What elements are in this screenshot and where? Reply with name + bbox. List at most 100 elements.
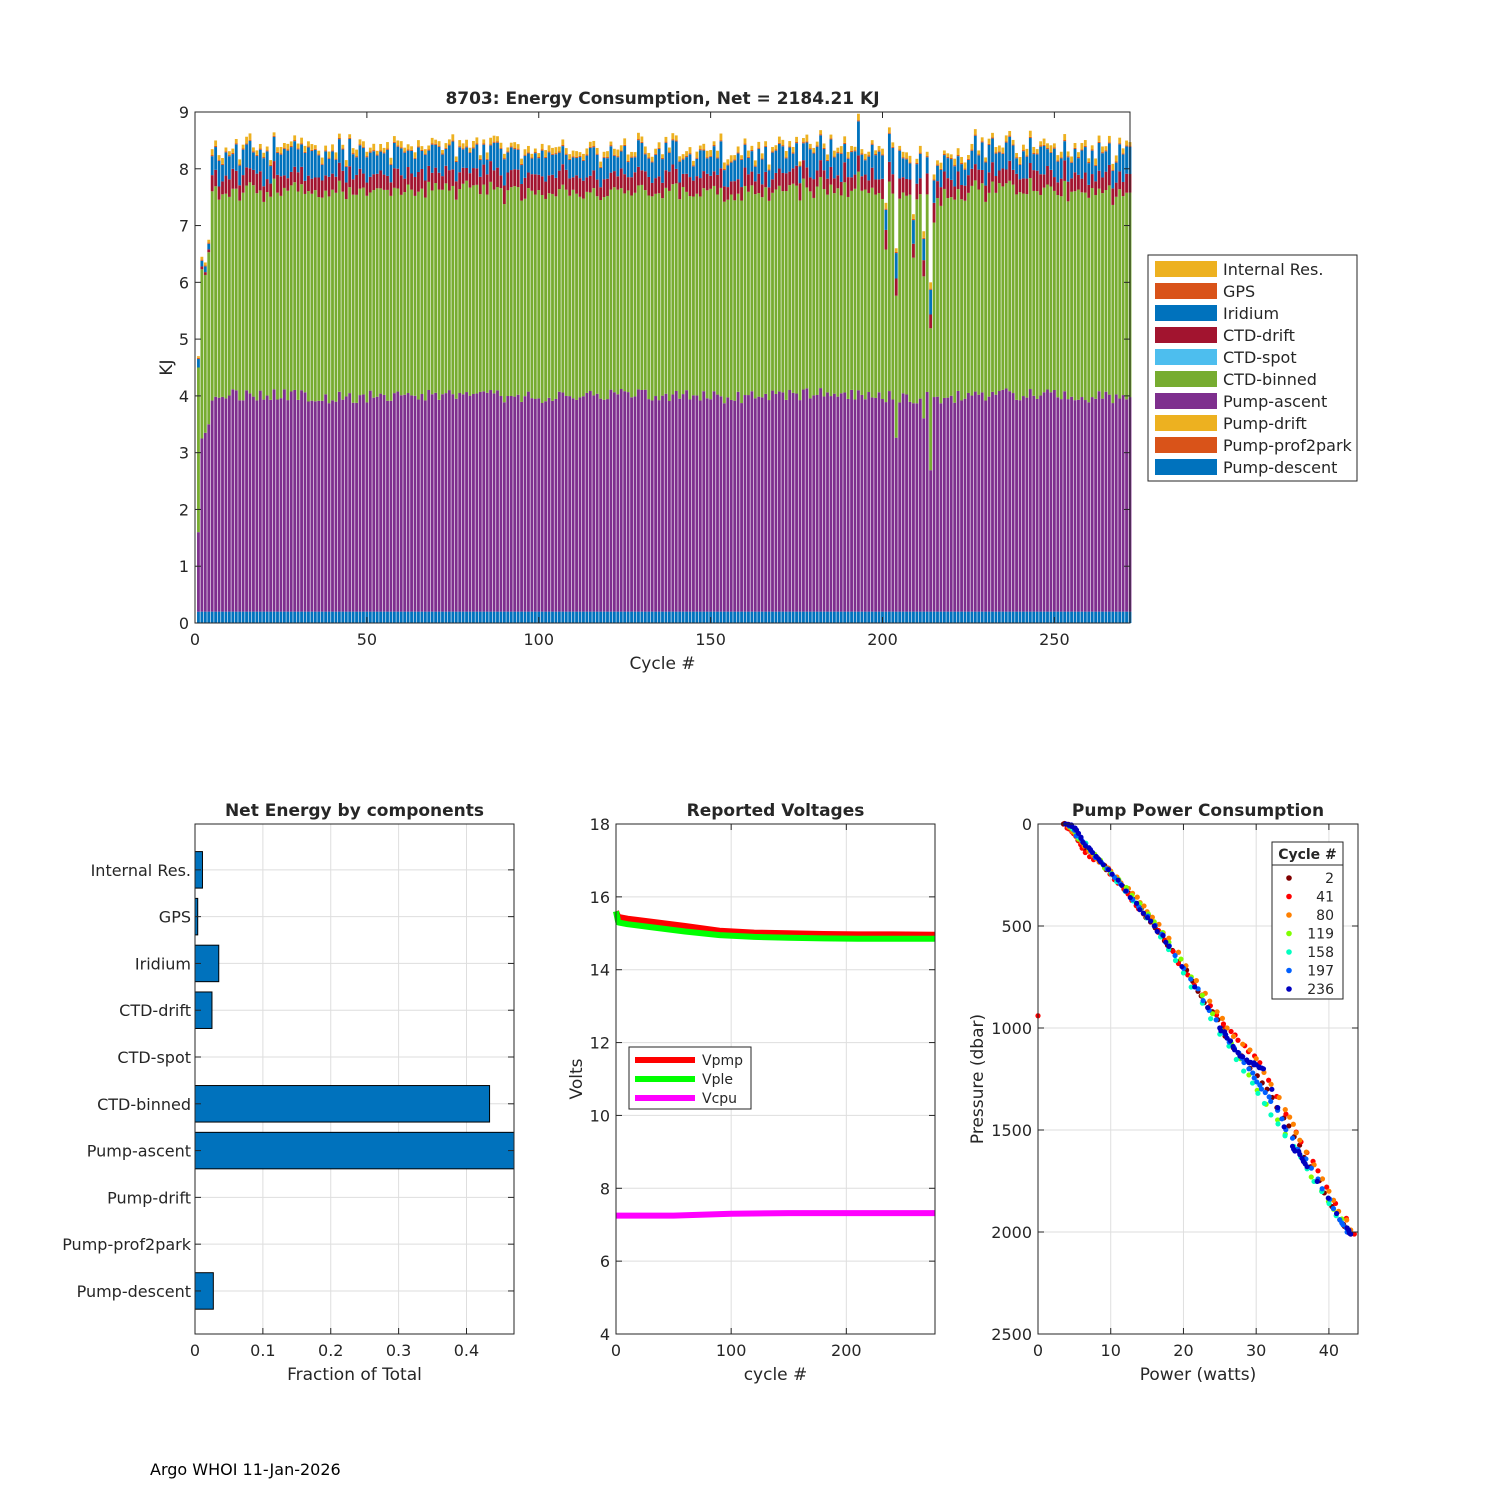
energy-bar-segment: [248, 168, 252, 183]
energy-bar-segment: [623, 146, 627, 175]
voltages-ytick-label: 14: [590, 961, 610, 980]
energy-bar-segment: [1104, 171, 1108, 191]
pump-xtick-label: 30: [1246, 1341, 1266, 1360]
energy-bar-segment: [1008, 611, 1012, 623]
energy-bar-segment: [678, 199, 682, 399]
energy-bar-segment: [891, 399, 895, 612]
energy-bar-segment: [1015, 611, 1018, 623]
energy-bar-segment: [829, 139, 833, 167]
energy-bar-segment: [437, 399, 441, 612]
energy-bar-segment: [936, 165, 939, 182]
energy-bar-segment: [781, 191, 785, 393]
energy-bar-segment: [451, 185, 455, 395]
energy-bar-segment: [1022, 193, 1025, 397]
energy-bar-segment: [355, 402, 358, 612]
energy-bar-segment: [478, 391, 482, 612]
energy-bar-segment: [1125, 173, 1128, 193]
energy-bar-segment: [255, 154, 259, 157]
energy-bar-segment: [774, 149, 778, 151]
energy-bar-segment: [733, 400, 737, 612]
energy-bar-segment: [619, 611, 623, 623]
energy-bar-segment: [547, 193, 551, 398]
energy-bar-segment: [1087, 161, 1091, 164]
energy-bar-segment: [722, 170, 726, 187]
energy-bar-segment: [626, 392, 630, 612]
energy-bar-segment: [540, 195, 544, 404]
energy-bar-segment: [946, 178, 950, 199]
energy-bar-segment: [881, 198, 884, 400]
energy-bar-segment: [392, 393, 396, 612]
energy-bar-segment: [451, 140, 455, 142]
energy-bar-segment: [942, 397, 946, 612]
energy-bar-segment: [867, 392, 871, 612]
energy-bar-segment: [925, 391, 929, 612]
energy-bar-segment: [671, 611, 675, 623]
energy-bar-segment: [362, 394, 365, 612]
energy-bar-segment: [867, 611, 871, 623]
energy-ytick-label: 6: [179, 273, 189, 292]
energy-bar-segment: [750, 149, 754, 152]
energy-bar-segment: [722, 611, 726, 623]
energy-bar-segment: [939, 168, 943, 170]
pump-ytick-label: 0: [1022, 815, 1032, 834]
energy-bar-segment: [1042, 144, 1046, 146]
energy-bar-segment: [1011, 169, 1015, 185]
energy-bar-segment: [702, 611, 706, 623]
energy-bar-segment: [265, 151, 269, 180]
energy-bar-segment: [719, 396, 723, 612]
energy-bar-segment: [537, 153, 541, 158]
energy-bar-segment: [540, 143, 544, 150]
energy-bar-segment: [341, 149, 345, 171]
energy-legend-swatch: [1155, 283, 1217, 299]
energy-bar-segment: [568, 178, 572, 196]
energy-bar-segment: [520, 401, 523, 612]
energy-bar-segment: [781, 392, 785, 612]
energy-bar-segment: [984, 400, 988, 612]
energy-bar-segment: [612, 154, 616, 156]
energy-bar-segment: [1032, 190, 1036, 396]
energy-bar-segment: [891, 147, 895, 175]
energy-bar-segment: [1073, 191, 1077, 401]
energy-bar-segment: [331, 144, 334, 151]
energy-bar-segment: [509, 395, 513, 612]
energy-bar-segment: [279, 146, 283, 154]
pump-point: [1220, 1021, 1227, 1027]
energy-bar-segment: [1018, 400, 1022, 612]
energy-bar-segment: [764, 611, 768, 623]
energy-bar-segment: [575, 611, 578, 623]
energy-bar-segment: [417, 171, 420, 192]
energy-bar-segment: [520, 183, 523, 201]
energy-bar-segment: [516, 144, 520, 149]
energy-bar-segment: [726, 165, 730, 188]
energy-bar-segment: [812, 197, 816, 396]
energy-bar-segment: [1001, 147, 1005, 153]
energy-bar-segment: [492, 141, 496, 143]
energy-bar-segment: [386, 189, 389, 401]
energy-bar-segment: [661, 157, 664, 160]
energy-bar-segment: [327, 157, 331, 159]
components-chart: Internal Res.GPSIridiumCTD-driftCTD-spot…: [62, 801, 515, 1385]
energy-bar-segment: [764, 146, 768, 172]
energy-bar-segment: [520, 165, 523, 184]
energy-bar-segment: [829, 611, 833, 623]
energy-bar-segment: [819, 135, 823, 161]
energy-bar-segment: [523, 611, 527, 623]
energy-bar-segment: [664, 141, 668, 143]
energy-bar-segment: [788, 141, 792, 147]
pump-point: [1293, 1130, 1299, 1136]
energy-legend-swatch: [1155, 437, 1217, 453]
energy-bar-segment: [967, 192, 970, 393]
energy-bar-segment: [200, 438, 204, 612]
energy-bar-segment: [960, 162, 963, 165]
energy-bar-segment: [238, 200, 242, 401]
energy-bar-segment: [1001, 186, 1005, 390]
components-category-label: CTD-spot: [117, 1048, 191, 1067]
energy-bar-segment: [987, 143, 991, 145]
pump-point: [1303, 1149, 1309, 1155]
energy-bar-segment: [1022, 150, 1025, 152]
energy-bar-segment: [265, 192, 269, 396]
energy-bar-segment: [348, 134, 352, 138]
energy-bar-segment: [709, 156, 713, 176]
energy-bar-segment: [637, 132, 640, 140]
energy-bar-segment: [238, 185, 242, 201]
